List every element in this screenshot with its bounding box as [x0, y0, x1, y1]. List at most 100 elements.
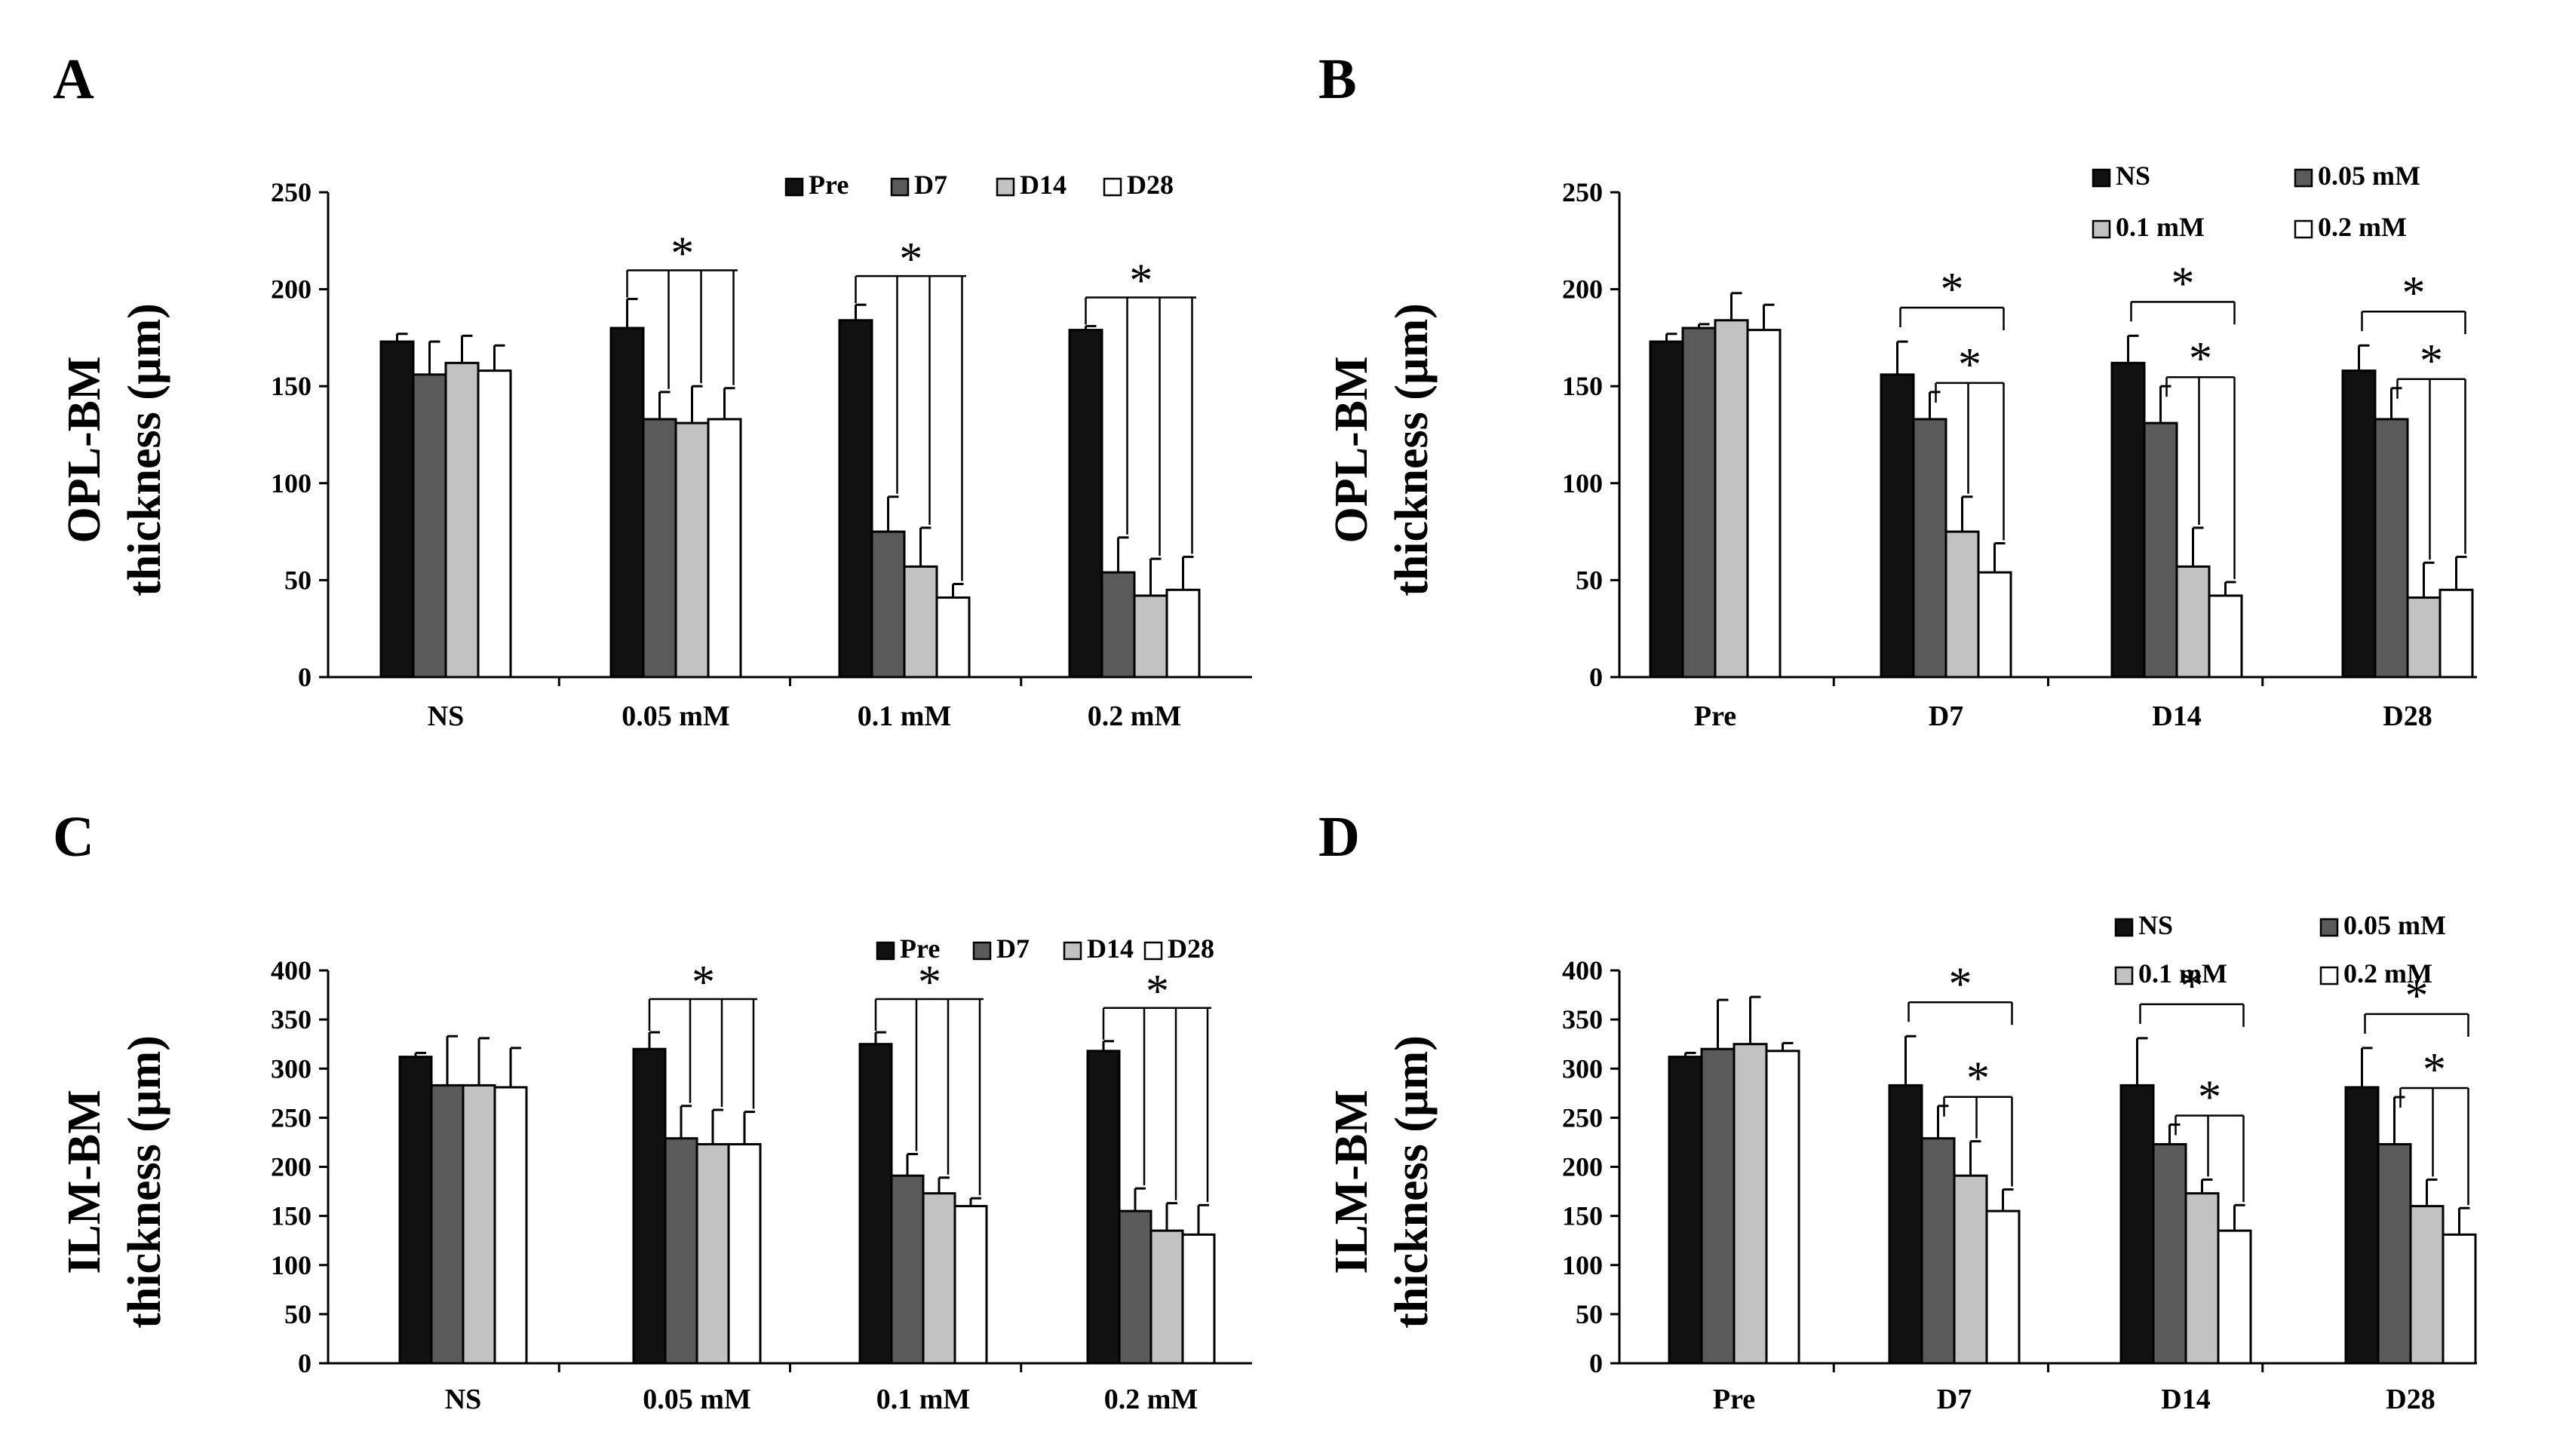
y-tick-label: 50 — [1576, 565, 1603, 595]
legend-swatch — [1103, 177, 1122, 197]
legend-swatch — [784, 177, 804, 197]
y-tick-label: 250 — [1562, 1102, 1603, 1133]
y-tick-label: 0 — [298, 662, 312, 692]
y-axis-label: ILM-BM — [1326, 1090, 1377, 1274]
significance-star: * — [1958, 339, 1981, 391]
y-axis-label: thickness (µm) — [119, 1035, 170, 1329]
y-tick-label: 250 — [271, 177, 312, 207]
bar-ns — [2119, 1084, 2155, 1365]
bar-pre — [398, 1056, 433, 1365]
bar-02mm — [2438, 588, 2474, 679]
legend: NS 0.05 mM 0.1 mM 0.2 mM — [2092, 161, 2420, 242]
y-tick-label: 100 — [1562, 468, 1603, 498]
y-tick-label: 100 — [271, 468, 312, 498]
bar-01mm — [2175, 565, 2211, 679]
panel-letter: D — [1318, 805, 1360, 869]
bar-005mm — [2377, 1143, 2412, 1365]
y-tick-label: 200 — [1562, 1152, 1603, 1182]
legend-label: 0.05 mM — [2343, 910, 2446, 940]
bar-pre — [609, 326, 645, 679]
bar-d14 — [903, 565, 938, 679]
bar-d14 — [922, 1192, 956, 1365]
bar-d14 — [695, 1143, 730, 1365]
bar-d14 — [674, 421, 710, 679]
bar-01mm — [1733, 1043, 1768, 1365]
x-category-label: D14 — [2152, 700, 2201, 732]
panel-letter: A — [53, 48, 94, 111]
legend-label: 0.05 mM — [2318, 161, 2420, 191]
legend-swatch — [2092, 168, 2111, 188]
significance-star: * — [1966, 1053, 1990, 1105]
y-tick-label: 300 — [1562, 1053, 1603, 1084]
bar-02mm — [2217, 1229, 2252, 1365]
y-tick-label: 350 — [1562, 1004, 1603, 1035]
x-category-label: NS — [428, 700, 465, 732]
bar-005mm — [1681, 326, 1717, 679]
bar-ns — [1888, 1084, 1923, 1365]
bar-005mm — [1920, 1137, 1956, 1365]
x-category-label: D7 — [1937, 1384, 1972, 1415]
y-tick-label: 250 — [271, 1102, 312, 1133]
significance-star: * — [692, 957, 715, 1008]
legend-swatch — [2294, 219, 2313, 239]
bar-02mm — [1977, 571, 2012, 679]
legend: Pre D7 D14 D28 — [876, 933, 1214, 964]
legend: Pre D7 D14 D28 — [784, 170, 1174, 200]
legend-swatch — [2294, 168, 2313, 188]
panel-a: A OPL-BM thickness (µm) 0 50 100 150 200 250 NS 0.… — [53, 48, 1252, 732]
y-tick-label: 200 — [1562, 274, 1603, 305]
bar-005mm — [2152, 1143, 2187, 1365]
panel-letter: C — [53, 805, 94, 869]
bar-ns — [2344, 1086, 2380, 1365]
legend-label: 0.1 mM — [2138, 958, 2227, 989]
x-category-label: Pre — [1713, 1384, 1755, 1415]
bar-02mm — [1765, 1050, 1800, 1365]
significance-star: * — [2405, 970, 2429, 1022]
y-tick-label: 0 — [298, 1348, 312, 1378]
legend-swatch — [996, 177, 1015, 197]
y-tick-label: 200 — [271, 274, 312, 305]
significance-star: * — [2402, 268, 2426, 319]
bar-02mm — [2208, 594, 2243, 679]
significance-star: * — [671, 228, 694, 279]
legend-label: D14 — [1020, 170, 1067, 200]
bar-ns — [1668, 1056, 1703, 1365]
legend-label: Pre — [900, 933, 940, 964]
legend-swatch — [2319, 966, 2339, 985]
bar-d7 — [870, 530, 906, 679]
x-category-label: 0.1 mM — [876, 1384, 971, 1415]
bar-pre — [1068, 329, 1103, 679]
bar-d7 — [664, 1137, 698, 1365]
legend-swatch — [2114, 966, 2134, 985]
legend-swatch — [1063, 941, 1082, 961]
panel-d: D ILM-BM thickness (µm) 0 50 100 150 200 250 300 3… — [1318, 805, 2477, 1415]
bar-d28 — [935, 596, 971, 679]
y-axis-label: OPL-BM — [1326, 357, 1377, 544]
bar-d28 — [953, 1205, 988, 1365]
significance-star: * — [2420, 336, 2443, 387]
bar-005mm — [1912, 418, 1947, 679]
y-axis-label: thickness (µm) — [119, 303, 170, 596]
x-category-label: Pre — [1694, 700, 1736, 732]
significance-star: * — [1129, 255, 1152, 306]
bar-01mm — [1944, 530, 1980, 679]
legend-label: D7 — [914, 170, 947, 200]
bar-ns — [1880, 373, 1915, 679]
y-axis-label: ILM-BM — [59, 1090, 110, 1274]
bar-pre — [632, 1047, 667, 1365]
y-tick-label: 50 — [284, 1299, 312, 1329]
bar-d28 — [477, 369, 512, 679]
significance-star: * — [2198, 1071, 2221, 1123]
y-tick-label: 400 — [271, 955, 312, 985]
legend-swatch — [2114, 918, 2134, 937]
bar-d14 — [444, 361, 480, 679]
bar-d28 — [1181, 1233, 1216, 1365]
legend-label: D28 — [1168, 933, 1214, 964]
legend-swatch — [876, 941, 895, 961]
bar-005mm — [1700, 1047, 1736, 1365]
legend-label: NS — [2138, 910, 2173, 940]
bar-01mm — [2184, 1192, 2220, 1365]
x-category-label: 0.1 mM — [858, 700, 952, 732]
y-axis-label: OPL-BM — [59, 357, 110, 544]
y-tick-label: 50 — [1576, 1299, 1603, 1329]
